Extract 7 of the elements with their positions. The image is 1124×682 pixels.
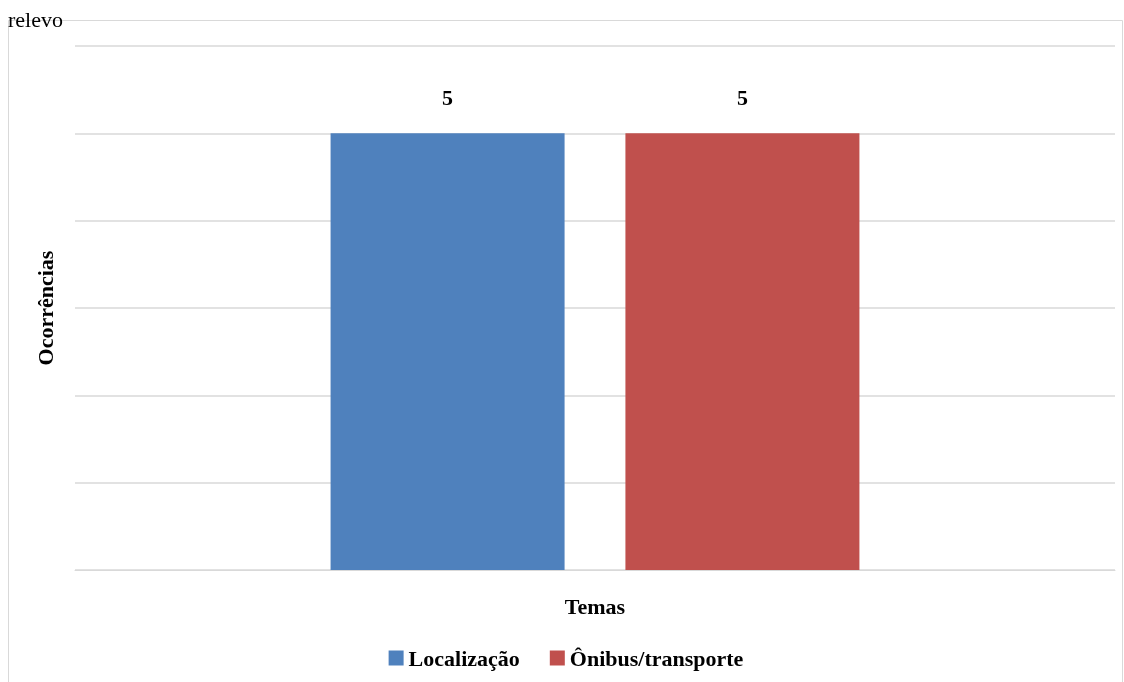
data-label: 5 xyxy=(442,84,454,110)
y-axis-title: Ocorrências xyxy=(32,250,58,366)
text: relevo xyxy=(8,6,63,32)
legend-label: Localização xyxy=(408,645,520,671)
legend-label: Ônibus/transporte xyxy=(569,645,744,671)
data-label: 5 xyxy=(736,84,748,110)
x-axis-title: Temas xyxy=(564,593,626,619)
